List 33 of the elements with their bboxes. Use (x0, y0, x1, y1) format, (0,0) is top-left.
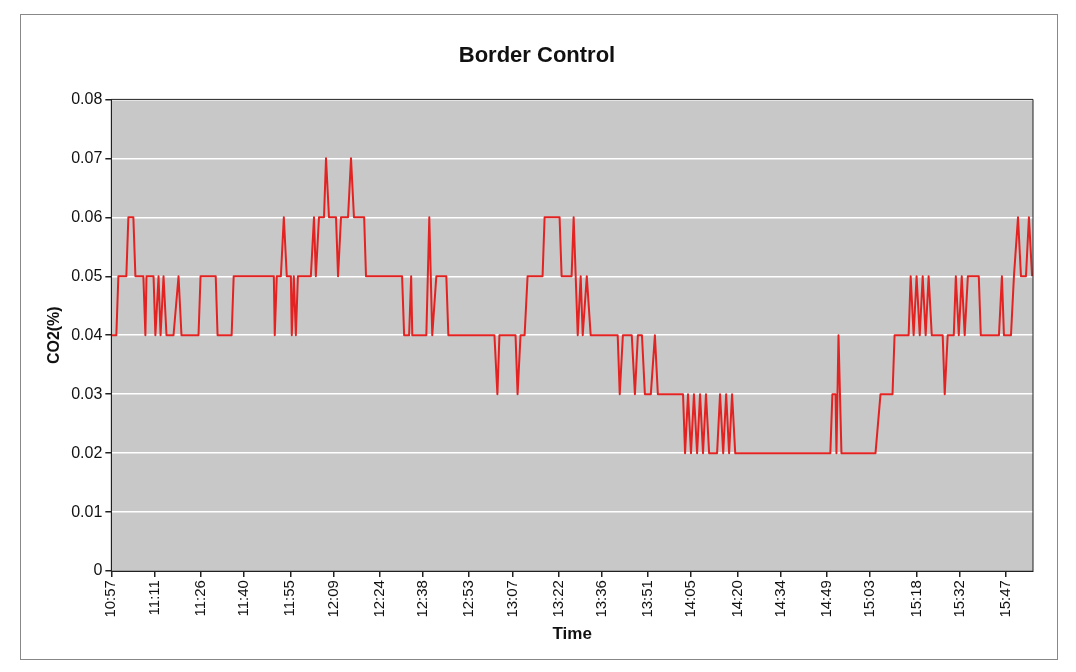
x-tick-label: 15:18 (906, 580, 924, 618)
y-tick-label: 0.05 (71, 266, 103, 284)
x-tick-label: 14:49 (817, 580, 835, 618)
x-tick-label: 12:24 (369, 580, 387, 618)
x-tick-label: 11:11 (144, 580, 162, 616)
y-tick-label: 0.02 (71, 443, 103, 461)
x-tick-label: 15:47 (995, 580, 1013, 618)
x-tick-label: 11:40 (234, 580, 252, 617)
x-tick-label: 14:34 (770, 580, 788, 618)
y-tick-label: 0.01 (71, 502, 103, 520)
y-tick-label: 0 (93, 561, 103, 579)
y-axis-title: CO2(%) (45, 306, 63, 365)
x-tick-label: 12:09 (323, 580, 341, 618)
x-axis-title: Time (552, 624, 592, 644)
y-tick-label: 0.08 (71, 89, 103, 107)
y-tick-label: 0.04 (71, 325, 103, 343)
x-tick-label: 12:38 (412, 580, 430, 618)
x-tick-label: 11:26 (190, 580, 208, 617)
y-tick-label: 0.03 (71, 384, 103, 402)
y-tick-label: 0.06 (71, 207, 103, 225)
x-tick-label: 13:36 (591, 580, 609, 618)
y-tick-label: 0.07 (71, 148, 103, 166)
x-tick-label: 13:22 (548, 580, 566, 618)
x-tick-label: 13:51 (638, 580, 656, 618)
chart-title: Border Control (458, 42, 616, 68)
x-tick-label: 11:55 (280, 580, 298, 617)
x-tick-label: 15:32 (949, 580, 967, 618)
x-tick-label: 15:03 (860, 580, 878, 618)
x-tick-label: 13:07 (502, 580, 520, 618)
x-tick-label: 14:20 (727, 580, 745, 618)
x-tick-label: 12:53 (459, 580, 477, 618)
x-tick-label: 14:05 (681, 580, 699, 618)
x-tick-label: 10:57 (101, 580, 119, 618)
